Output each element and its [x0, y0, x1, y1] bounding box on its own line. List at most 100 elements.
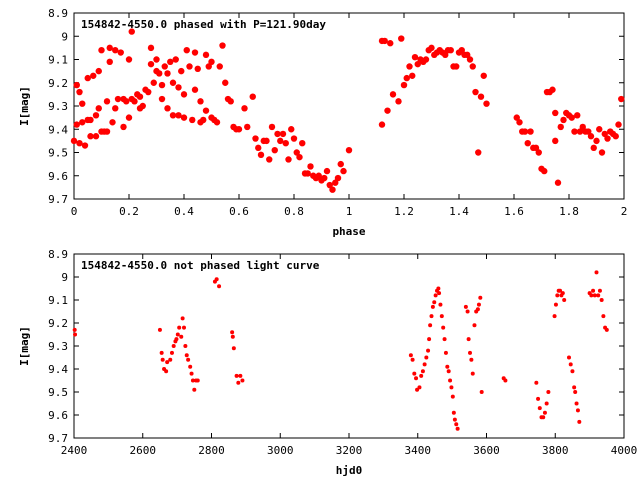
data-point — [516, 119, 523, 126]
data-point — [169, 112, 177, 119]
data-point — [153, 56, 160, 63]
y-tick-label: 9.6 — [48, 170, 68, 183]
data-point — [296, 153, 303, 161]
y-tick-label: 9 — [61, 30, 68, 43]
data-point — [175, 112, 182, 119]
x-tick-labels: 2400 2600 2800 3000 3200 3400 3600 3800 4000 — [61, 444, 638, 457]
data-point — [274, 130, 281, 138]
data-point — [409, 72, 416, 79]
data-point — [579, 123, 586, 131]
data-point — [87, 116, 94, 124]
data-point — [410, 357, 415, 362]
data-point — [73, 121, 80, 128]
data-point — [216, 63, 223, 70]
data-point — [447, 47, 454, 54]
y-tick-label: 9.4 — [48, 363, 68, 376]
data-point — [164, 105, 171, 112]
x-tick-label: 3000 — [267, 444, 294, 457]
x-tick-label: 0.6 — [229, 205, 249, 218]
x-tick-label: 2800 — [198, 444, 225, 457]
data-point — [472, 88, 479, 96]
data-point — [217, 284, 222, 289]
data-point — [549, 86, 556, 93]
data-point — [555, 293, 560, 298]
data-point — [472, 323, 477, 328]
data-point — [446, 369, 451, 374]
x-tick-label: 3400 — [405, 444, 432, 457]
data-point — [535, 149, 542, 156]
data-point — [189, 371, 194, 376]
data-point — [454, 422, 459, 427]
data-point — [428, 323, 433, 328]
data-point — [524, 140, 531, 147]
data-point — [168, 357, 173, 362]
data-point — [95, 105, 102, 112]
data-point — [449, 385, 454, 390]
data-point — [562, 298, 567, 302]
data-point — [442, 337, 447, 342]
data-point — [568, 114, 575, 121]
data-point — [598, 149, 606, 156]
data-point — [183, 47, 190, 54]
data-point — [180, 316, 185, 321]
panel-title: 154842-4550.0 not phased light curve — [81, 259, 320, 272]
data-point — [433, 293, 438, 298]
data-point — [189, 116, 196, 124]
data-point — [150, 79, 157, 86]
data-point — [266, 156, 273, 163]
data-point — [191, 49, 199, 56]
data-point — [172, 56, 179, 63]
data-point — [321, 174, 328, 182]
y-axis-title: I[mag] — [18, 326, 31, 366]
data-point — [450, 394, 455, 399]
x-tick-label: 1.6 — [504, 205, 524, 218]
data-point — [573, 390, 578, 394]
y-tick-label: 9.4 — [48, 123, 68, 136]
x-tick-label: 1.8 — [559, 205, 579, 218]
data-point — [190, 378, 195, 383]
data-point — [503, 378, 508, 383]
data-point — [389, 91, 397, 98]
data-point — [179, 334, 184, 339]
data-point — [589, 293, 594, 298]
data-point — [604, 135, 611, 142]
data-point — [123, 98, 130, 105]
data-point — [426, 348, 431, 353]
data-point — [288, 126, 295, 133]
data-point — [590, 144, 597, 152]
data-point — [455, 426, 460, 431]
y-tick-label: 9.5 — [48, 386, 68, 399]
data-point — [192, 387, 197, 392]
x-tick-label: 2400 — [61, 444, 88, 457]
data-point — [73, 81, 80, 89]
data-point — [469, 63, 476, 70]
y-tick-label: 8.9 — [48, 248, 68, 261]
data-point — [92, 112, 100, 119]
data-point — [438, 302, 443, 307]
data-point — [169, 79, 177, 86]
data-point — [114, 95, 122, 103]
data-point — [381, 37, 388, 45]
data-point — [552, 314, 557, 319]
tick-marks — [73, 253, 625, 439]
data-point — [70, 137, 78, 145]
data-point — [161, 63, 168, 70]
data-point — [230, 330, 235, 335]
y-tick-label: 9.2 — [48, 317, 68, 330]
data-point — [575, 408, 580, 413]
data-point — [164, 369, 169, 374]
data-point — [534, 380, 539, 385]
data-point — [541, 415, 546, 420]
data-point — [159, 350, 164, 355]
data-point — [293, 149, 300, 156]
data-point — [417, 385, 422, 390]
data-point — [249, 93, 256, 100]
data-point — [560, 291, 565, 296]
data-point — [557, 123, 564, 131]
data-point — [411, 53, 419, 61]
data-point — [208, 58, 215, 66]
data-point — [106, 44, 113, 52]
data-point — [236, 380, 241, 385]
data-point — [195, 378, 200, 383]
